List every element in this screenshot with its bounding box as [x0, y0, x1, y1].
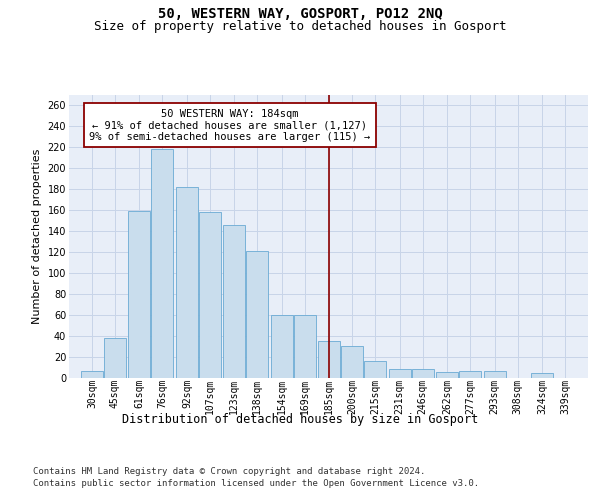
- Bar: [246, 251, 268, 378]
- Text: 50, WESTERN WAY, GOSPORT, PO12 2NQ: 50, WESTERN WAY, GOSPORT, PO12 2NQ: [158, 8, 442, 22]
- Text: Contains public sector information licensed under the Open Government Licence v3: Contains public sector information licen…: [33, 479, 479, 488]
- Y-axis label: Number of detached properties: Number of detached properties: [32, 148, 42, 324]
- Bar: [176, 187, 198, 378]
- Bar: [223, 224, 245, 378]
- Bar: [364, 361, 386, 378]
- Text: Contains HM Land Registry data © Crown copyright and database right 2024.: Contains HM Land Registry data © Crown c…: [33, 468, 425, 476]
- Bar: [484, 371, 506, 378]
- Bar: [199, 212, 221, 378]
- Bar: [81, 371, 103, 378]
- Text: Size of property relative to detached houses in Gosport: Size of property relative to detached ho…: [94, 20, 506, 33]
- Text: 50 WESTERN WAY: 184sqm
← 91% of detached houses are smaller (1,127)
9% of semi-d: 50 WESTERN WAY: 184sqm ← 91% of detached…: [89, 108, 370, 142]
- Bar: [151, 150, 173, 378]
- Bar: [389, 369, 411, 378]
- Bar: [104, 338, 126, 378]
- Text: Distribution of detached houses by size in Gosport: Distribution of detached houses by size …: [122, 412, 478, 426]
- Bar: [459, 371, 481, 378]
- Bar: [531, 374, 553, 378]
- Bar: [271, 314, 293, 378]
- Bar: [128, 211, 151, 378]
- Bar: [294, 314, 316, 378]
- Bar: [412, 369, 434, 378]
- Bar: [436, 372, 458, 378]
- Bar: [341, 346, 363, 378]
- Bar: [318, 341, 340, 378]
